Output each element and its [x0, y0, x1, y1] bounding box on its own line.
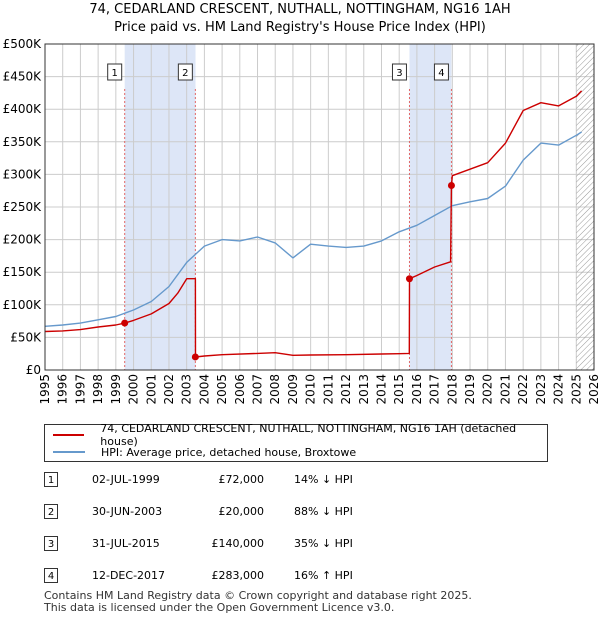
y-tick-label: £300K [3, 167, 43, 181]
transaction-price: £20,000 [218, 505, 265, 518]
x-tick-label: 2024 [552, 374, 566, 405]
x-tick-label: 1997 [73, 374, 87, 405]
x-tick-label: 1998 [91, 374, 105, 405]
y-tick-label: £0 [26, 363, 41, 377]
x-tick-label: 2003 [180, 374, 194, 405]
y-tick-label: £350K [3, 135, 43, 149]
sale-point [405, 275, 413, 283]
x-tick-label: 1999 [109, 374, 123, 405]
transaction-hpi: 14% ↓ HPI [294, 473, 353, 486]
y-tick-label: £400K [3, 102, 43, 116]
transaction-date: 02-JUL-1999 [92, 473, 160, 486]
sale-label-number: 4 [438, 68, 444, 79]
x-tick-label: 2022 [516, 374, 530, 405]
x-tick-label: 2014 [374, 374, 388, 405]
sale-label-number: 1 [112, 68, 118, 79]
sale-label-box [177, 63, 193, 81]
sale-label-number: 3 [396, 68, 402, 79]
plot-frame [44, 43, 595, 371]
footer-copyright: Contains HM Land Registry data © Crown c… [44, 589, 472, 602]
y-tick-label: £450K [3, 70, 43, 84]
legend-label-property: 74, CEDARLAND CRESCENT, NUTHALL, NOTTING… [100, 422, 517, 448]
transaction-row: 3 31-JUL-2015 £140,000 35% ↓ HPI [44, 534, 564, 554]
transaction-price: £283,000 [211, 569, 265, 582]
x-tick-label: 2023 [534, 374, 548, 405]
x-tick-label: 1995 [38, 374, 52, 405]
transaction-hpi: 35% ↓ HPI [294, 537, 353, 550]
chart-title-address: 74, CEDARLAND CRESCENT, NUTHALL, NOTTING… [89, 2, 511, 17]
sale-point [447, 181, 455, 189]
transaction-price: £72,000 [218, 473, 265, 486]
x-tick-label: 2016 [410, 374, 424, 405]
transaction-date: 31-JUL-2015 [92, 537, 160, 550]
sale-label-box [107, 63, 123, 81]
transaction-date: 30-JUN-2003 [92, 505, 163, 518]
legend-swatch-hpi [53, 451, 85, 453]
legend-item-hpi: HPI: Average price, detached house, Brox… [53, 444, 356, 460]
transaction-row: 2 30-JUN-2003 £20,000 88% ↓ HPI [44, 502, 564, 522]
property-price-line [44, 90, 583, 358]
forecast-hatch [576, 44, 594, 370]
transaction-hpi: 88% ↓ HPI [294, 505, 353, 518]
x-tick-label: 2006 [233, 374, 247, 405]
x-tick-label: 1996 [56, 374, 70, 405]
x-tick-label: 2015 [392, 374, 406, 405]
y-tick-label: £250K [3, 200, 43, 214]
sale-label-box [433, 63, 449, 81]
x-tick-label: 2026 [587, 374, 600, 405]
x-tick-label: 2012 [339, 374, 353, 405]
x-tick-label: 2009 [286, 374, 300, 405]
sale-point [191, 353, 199, 361]
x-tick-label: 2011 [321, 374, 335, 405]
x-tick-label: 2025 [569, 374, 583, 405]
x-tick-label: 2020 [481, 374, 495, 405]
y-tick-label: £200K [3, 233, 43, 247]
transaction-row: 1 02-JUL-1999 £72,000 14% ↓ HPI [44, 470, 564, 490]
sale-label-box [391, 63, 407, 81]
x-tick-label: 2018 [445, 374, 459, 405]
transaction-badge: 2 [44, 504, 58, 519]
transaction-hpi: 16% ↑ HPI [294, 569, 353, 582]
x-tick-label: 2019 [463, 374, 477, 405]
transaction-badge: 3 [44, 536, 58, 551]
transaction-badge: 1 [44, 472, 58, 487]
legend-item-property: 74, CEDARLAND CRESCENT, NUTHALL, NOTTING… [53, 422, 547, 448]
transaction-price: £140,000 [211, 537, 265, 550]
x-tick-label: 2000 [127, 374, 141, 405]
y-tick-label: £500K [3, 37, 43, 51]
y-tick-label: £50K [10, 330, 42, 344]
chart-subtitle: Price paid vs. HM Land Registry's House … [114, 20, 486, 35]
legend: 74, CEDARLAND CRESCENT, NUTHALL, NOTTING… [44, 422, 548, 462]
x-tick-label: 2004 [197, 374, 211, 405]
y-tick-label: £100K [3, 298, 43, 312]
price-chart: 1 2 3 4 £0 £50K £100K £150K £200K £250K £300K £350… [3, 37, 600, 405]
x-tick-label: 2021 [498, 374, 512, 405]
legend-swatch-property [53, 434, 85, 436]
x-tick-label: 2007 [251, 374, 265, 405]
x-tick-label: 2017 [428, 374, 442, 405]
x-tick-label: 2001 [144, 374, 158, 405]
sale-point [121, 319, 129, 327]
sale-label-number: 2 [182, 68, 188, 79]
hpi-line [44, 131, 582, 327]
footer-licence: This data is licensed under the Open Gov… [44, 601, 395, 614]
transaction-date: 12-DEC-2017 [92, 569, 166, 582]
x-tick-label: 2010 [304, 374, 318, 405]
y-tick-label: £150K [3, 265, 43, 279]
x-tick-label: 2005 [215, 374, 229, 405]
transaction-badge: 4 [44, 568, 58, 583]
transaction-row: 4 12-DEC-2017 £283,000 16% ↑ HPI [44, 566, 564, 586]
x-tick-label: 2008 [268, 374, 282, 405]
x-tick-label: 2002 [162, 374, 176, 405]
legend-label-hpi: HPI: Average price, detached house, Brox… [101, 445, 357, 459]
x-tick-label: 2013 [357, 374, 371, 405]
